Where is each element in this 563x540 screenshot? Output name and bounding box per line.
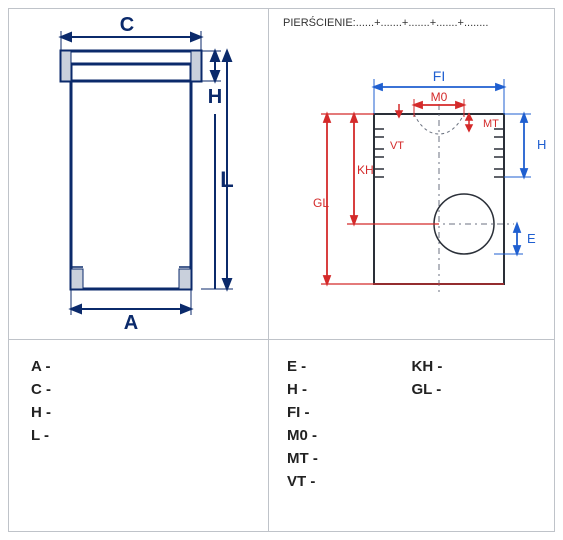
label-MT: MT — [483, 118, 499, 130]
param-H: H - — [287, 381, 412, 398]
label-FI: FI — [433, 68, 445, 84]
label-VT: VT — [390, 140, 404, 152]
params-right-panel: E - H - FI - M0 - MT - VT - KH - GL - — [269, 340, 554, 532]
top-row: C H — [9, 9, 554, 339]
diagram-container: C H — [8, 8, 555, 532]
params-left-col: A - C - H - L - — [31, 358, 246, 444]
params-right-col2: KH - GL - — [412, 358, 537, 514]
label-L: L — [220, 167, 233, 192]
param-M0: M0 - — [287, 427, 412, 444]
param-VT: VT - — [287, 473, 412, 490]
param-FI: FI - — [287, 404, 412, 421]
label-H: H — [208, 86, 222, 108]
param-C: C - — [31, 381, 246, 398]
params-right-col1: E - H - FI - M0 - MT - VT - — [287, 358, 412, 514]
label-M0: M0 — [431, 90, 448, 104]
pierscienie-label: PIERŚCIENIE:......+.......+.......+.....… — [283, 17, 488, 29]
params-left-panel: A - C - H - L - — [9, 340, 269, 532]
param-L: L - — [31, 427, 246, 444]
label-E: E — [527, 231, 536, 246]
left-diagram-panel: C H — [9, 9, 269, 339]
param-GL: GL - — [412, 381, 537, 398]
liner-diagram: C H — [9, 9, 269, 339]
param-A: A - — [31, 358, 246, 375]
param-KH: KH - — [412, 358, 537, 375]
label-GL: GL — [313, 196, 329, 210]
label-C: C — [120, 14, 134, 36]
label-H2: H — [537, 137, 546, 152]
param-MT: MT - — [287, 450, 412, 467]
label-KH: KH — [357, 163, 374, 177]
param-H: H - — [31, 404, 246, 421]
bottom-row: A - C - H - L - E - H - FI - M0 - MT - VT - KH -… — [9, 340, 554, 532]
piston-diagram: FI M0 MT — [269, 9, 556, 339]
label-A: A — [124, 312, 138, 334]
right-diagram-panel: PIERŚCIENIE:......+.......+.......+.....… — [269, 9, 556, 339]
param-E: E - — [287, 358, 412, 375]
